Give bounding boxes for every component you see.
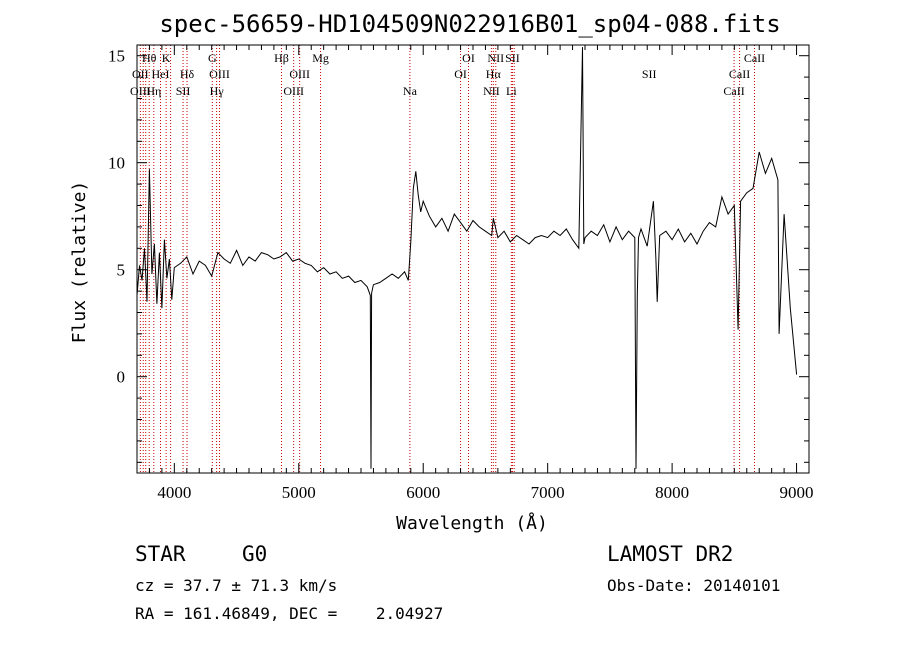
line-label: OIII bbox=[130, 84, 151, 98]
line-label: OI bbox=[454, 67, 467, 81]
x-tick-label: 4000 bbox=[157, 483, 191, 502]
y-axis-label: Flux (relative) bbox=[69, 181, 90, 344]
line-label: Hγ bbox=[210, 84, 225, 98]
line-label: SII bbox=[176, 84, 191, 98]
line-label: Hδ bbox=[180, 67, 195, 81]
line-label: Hθ bbox=[142, 51, 157, 65]
plot-frame bbox=[136, 44, 810, 474]
line-label: CaII bbox=[744, 51, 765, 65]
line-label: SII bbox=[642, 67, 657, 81]
line-label: OIII bbox=[209, 67, 230, 81]
line-label: G bbox=[208, 51, 217, 65]
line-label: OI bbox=[462, 51, 475, 65]
line-label: OII bbox=[132, 67, 149, 81]
y-tick-label: 5 bbox=[117, 261, 126, 280]
y-tick-label: 10 bbox=[108, 154, 125, 173]
obs-date: Obs-Date: 20140101 bbox=[607, 576, 780, 595]
line-label: NII bbox=[483, 84, 500, 98]
x-tick-label: 6000 bbox=[406, 483, 440, 502]
line-label: Hβ bbox=[274, 51, 289, 65]
line-label: CaII bbox=[723, 84, 744, 98]
line-label: NII bbox=[487, 51, 504, 65]
y-axis: 0 5 10 15 bbox=[108, 47, 809, 463]
x-axis: 4000 5000 6000 7000 8000 9000 bbox=[136, 45, 814, 502]
y-tick-label: 0 bbox=[117, 368, 126, 387]
x-tick-label: 5000 bbox=[282, 483, 316, 502]
line-label: Mg bbox=[312, 51, 329, 65]
survey-name: LAMOST DR2 bbox=[607, 542, 733, 566]
line-label: HeI bbox=[152, 67, 170, 81]
line-label: Na bbox=[403, 84, 418, 98]
object-subclass: G0 bbox=[242, 542, 267, 566]
x-axis-label: Wavelength (Å) bbox=[396, 512, 548, 534]
line-label: CaII bbox=[729, 67, 750, 81]
line-label: Hα bbox=[486, 67, 502, 81]
line-label: OIII bbox=[283, 84, 304, 98]
y-tick-label: 15 bbox=[108, 47, 125, 66]
x-tick-label: 9000 bbox=[780, 483, 814, 502]
line-label: SII bbox=[505, 51, 520, 65]
line-label: Hη bbox=[146, 84, 161, 98]
chart-title: spec-56659-HD104509N022916B01_sp04-088.f… bbox=[159, 10, 780, 38]
spectrum-line bbox=[137, 47, 798, 469]
x-tick-label: 7000 bbox=[531, 483, 565, 502]
redshift-text: cz = 37.7 ± 71.3 km/s bbox=[135, 576, 337, 595]
coordinates: RA = 161.46849, DEC = 2.04927 bbox=[135, 604, 443, 623]
line-label: Li bbox=[506, 84, 517, 98]
x-tick-label: 8000 bbox=[655, 483, 689, 502]
line-label: K bbox=[162, 51, 171, 65]
line-label: OIII bbox=[289, 67, 310, 81]
object-type: STAR bbox=[135, 542, 186, 566]
